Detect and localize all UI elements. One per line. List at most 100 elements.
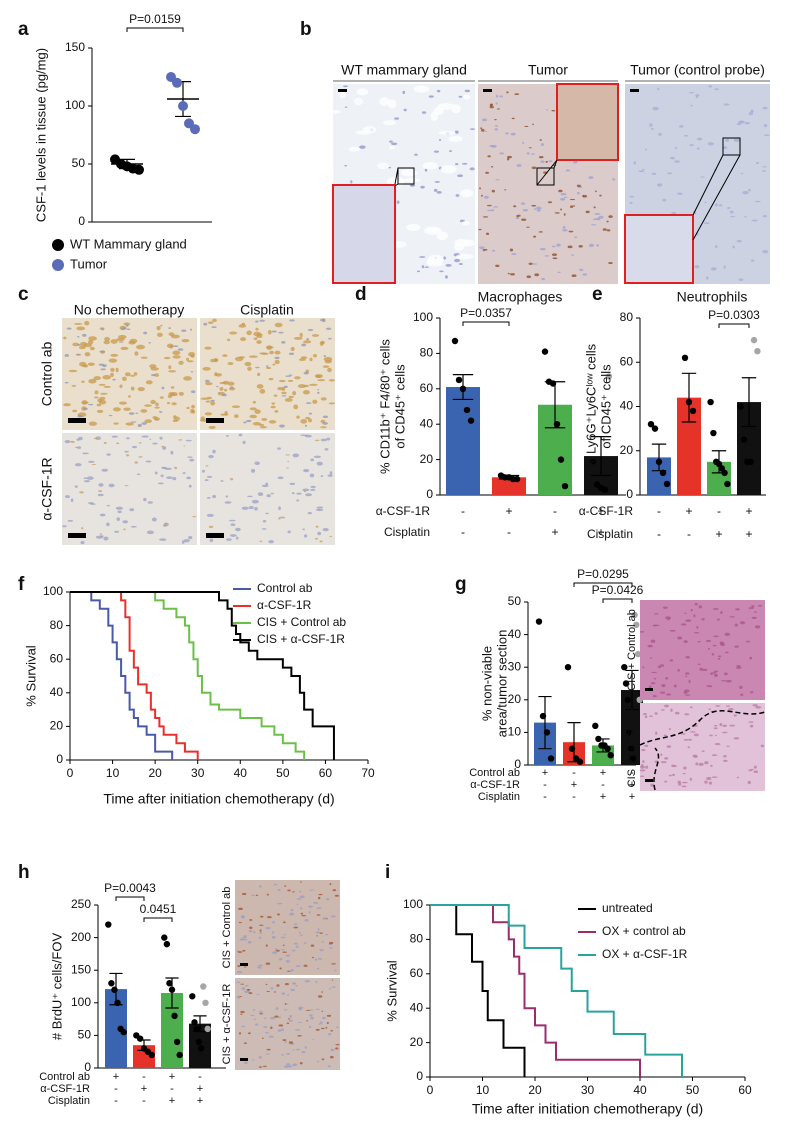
- texture: [545, 160, 548, 163]
- texture: [93, 437, 98, 440]
- texture: [305, 1009, 311, 1011]
- texture: [754, 200, 761, 203]
- texture: [698, 605, 703, 609]
- texture: [240, 1010, 245, 1014]
- x-tick-label: 60: [319, 766, 333, 780]
- texture: [261, 1037, 264, 1039]
- texture: [528, 147, 532, 149]
- texture: [644, 148, 648, 151]
- texture: [238, 433, 243, 437]
- texture: [88, 378, 97, 384]
- texture: [78, 436, 83, 441]
- data-point: [634, 650, 642, 658]
- texture: [279, 967, 282, 970]
- micrograph: [639, 703, 765, 791]
- texture: [331, 986, 336, 988]
- y-tick-label: 0: [56, 752, 63, 766]
- texture: [241, 1025, 246, 1028]
- texture: [520, 202, 526, 205]
- texture: [115, 506, 123, 510]
- data-point: [455, 376, 463, 384]
- texture: [335, 1043, 340, 1046]
- image-title: Tumor: [528, 62, 568, 78]
- texture: [660, 761, 667, 764]
- data-point: [136, 1035, 144, 1042]
- texture: [249, 918, 253, 921]
- inset: [332, 184, 396, 284]
- data-point: [191, 1019, 198, 1026]
- texture: [265, 512, 269, 515]
- texture: [479, 187, 482, 190]
- data-point: [595, 735, 602, 743]
- texture: [90, 503, 96, 505]
- texture: [552, 257, 558, 260]
- texture: [315, 525, 319, 528]
- data-point: [564, 664, 572, 671]
- texture: [310, 458, 315, 462]
- texture: [554, 212, 560, 214]
- texture: [316, 935, 318, 937]
- texture: [461, 221, 470, 226]
- condition-sign: +: [597, 504, 604, 518]
- texture: [210, 400, 216, 406]
- texture: [668, 727, 671, 731]
- texture: [77, 344, 81, 346]
- condition-sign: +: [600, 767, 606, 779]
- y-tick-label: 60: [420, 381, 434, 395]
- texture: [596, 217, 601, 221]
- texture: [287, 530, 291, 534]
- tumor-border: [639, 710, 766, 791]
- texture: [278, 331, 284, 334]
- texture: [320, 438, 327, 442]
- texture: [727, 207, 731, 209]
- texture: [329, 535, 333, 537]
- texture: [84, 352, 91, 357]
- texture: [74, 446, 79, 448]
- error-bar: [681, 372, 697, 423]
- texture: [170, 386, 175, 389]
- texture: [259, 540, 263, 543]
- texture: [526, 152, 530, 155]
- x-axis-label: Time after initiation chemotherapy (d): [472, 1101, 703, 1117]
- texture: [185, 439, 192, 442]
- texture: [327, 1065, 332, 1068]
- legend-marker: [52, 239, 64, 251]
- texture: [299, 1062, 303, 1065]
- data-point: [168, 986, 176, 993]
- texture: [662, 198, 667, 202]
- texture: [147, 501, 154, 504]
- texture: [719, 723, 723, 727]
- texture: [748, 607, 754, 610]
- texture: [445, 264, 452, 267]
- data-point: [134, 164, 144, 175]
- texture: [125, 324, 129, 327]
- texture: [490, 209, 495, 212]
- y-tick-label: 50: [72, 156, 86, 170]
- chart-title: Macrophages: [478, 289, 563, 305]
- texture: [224, 388, 228, 392]
- texture: [206, 513, 214, 517]
- texture: [300, 881, 302, 883]
- y-tick-label: 0: [78, 214, 85, 228]
- texture: [312, 1039, 315, 1041]
- texture: [219, 386, 224, 391]
- texture: [746, 640, 751, 643]
- y-tick-label: 100: [71, 995, 91, 1009]
- texture: [325, 1026, 328, 1029]
- micrograph: [478, 84, 618, 284]
- data-point: [105, 921, 112, 928]
- texture: [308, 383, 318, 386]
- texture: [704, 201, 707, 204]
- survival-curve: [430, 904, 683, 1077]
- texture: [287, 379, 294, 382]
- texture: [428, 95, 434, 98]
- texture: [319, 932, 323, 934]
- texture: [639, 631, 645, 633]
- texture: [243, 1042, 248, 1044]
- scale-bar: [68, 533, 86, 538]
- texture: [311, 334, 320, 337]
- texture: [747, 188, 751, 192]
- texture: [261, 417, 268, 421]
- texture: [689, 777, 693, 781]
- texture: [277, 476, 284, 480]
